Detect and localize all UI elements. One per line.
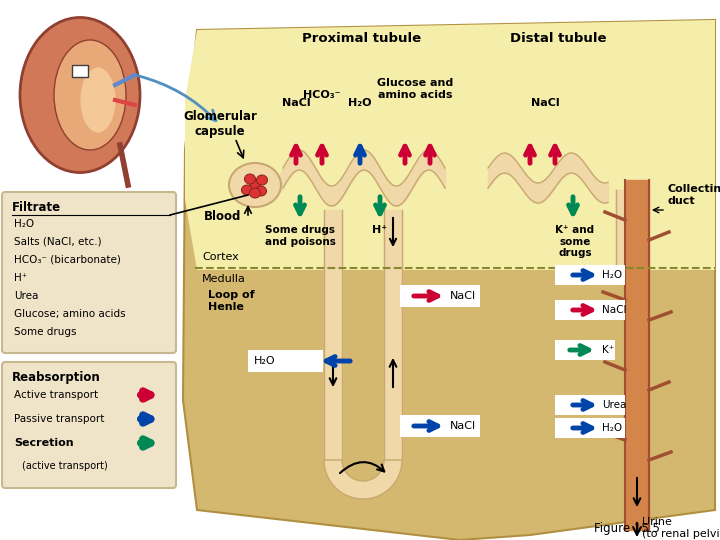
Text: NaCl: NaCl xyxy=(602,305,626,315)
Text: Glomerular
capsule: Glomerular capsule xyxy=(183,110,257,138)
Text: Salts (NaCl, etc.): Salts (NaCl, etc.) xyxy=(14,237,102,247)
Bar xyxy=(72,65,88,77)
Bar xyxy=(555,265,625,285)
Text: Urine
(to renal pelvis): Urine (to renal pelvis) xyxy=(642,517,720,539)
Polygon shape xyxy=(324,460,402,499)
Bar xyxy=(555,300,625,320)
Text: H₂O: H₂O xyxy=(254,356,276,366)
Ellipse shape xyxy=(256,175,268,185)
Text: H₂O: H₂O xyxy=(602,270,622,280)
Text: H₂O: H₂O xyxy=(14,219,34,229)
Text: HCO₃⁻ (bicarbonate): HCO₃⁻ (bicarbonate) xyxy=(14,255,121,265)
FancyBboxPatch shape xyxy=(2,362,176,488)
Ellipse shape xyxy=(250,188,261,198)
Text: Figure 15.5: Figure 15.5 xyxy=(594,522,660,535)
Text: H₂O: H₂O xyxy=(348,98,372,108)
Ellipse shape xyxy=(54,40,126,150)
Bar xyxy=(555,418,625,438)
Text: Loop of
Henle: Loop of Henle xyxy=(208,290,255,312)
Text: Some drugs
and poisons: Some drugs and poisons xyxy=(264,225,336,247)
Text: Glucose and
amino acids: Glucose and amino acids xyxy=(377,78,453,100)
Ellipse shape xyxy=(81,68,115,132)
Text: Cortex: Cortex xyxy=(202,252,239,262)
Ellipse shape xyxy=(20,17,140,172)
Text: H⁺: H⁺ xyxy=(14,273,27,283)
Bar xyxy=(555,395,625,415)
Text: Glucose; amino acids: Glucose; amino acids xyxy=(14,309,125,319)
Text: K⁺ and
some
drugs: K⁺ and some drugs xyxy=(555,225,595,258)
Text: H₂O: H₂O xyxy=(602,423,622,433)
Ellipse shape xyxy=(245,174,256,184)
Text: Medulla: Medulla xyxy=(202,274,246,284)
Text: Secretion: Secretion xyxy=(14,438,73,448)
Text: NaCl: NaCl xyxy=(282,98,310,108)
Text: Passive transport: Passive transport xyxy=(14,414,104,424)
Text: NaCl: NaCl xyxy=(450,421,476,431)
Text: Blood: Blood xyxy=(204,210,242,223)
Text: Active transport: Active transport xyxy=(14,390,98,400)
Text: Urea: Urea xyxy=(602,400,626,410)
Ellipse shape xyxy=(229,163,281,207)
FancyBboxPatch shape xyxy=(2,192,176,353)
Bar xyxy=(248,350,323,372)
Ellipse shape xyxy=(250,180,261,190)
Text: (active transport): (active transport) xyxy=(22,461,108,471)
Bar xyxy=(400,415,480,437)
Bar xyxy=(555,340,615,360)
Ellipse shape xyxy=(256,186,266,196)
Polygon shape xyxy=(183,20,715,540)
Text: NaCl: NaCl xyxy=(531,98,559,108)
Polygon shape xyxy=(185,20,715,270)
Text: K⁺: K⁺ xyxy=(602,345,614,355)
Text: Proximal tubule: Proximal tubule xyxy=(302,32,422,45)
Text: NaCl: NaCl xyxy=(450,291,476,301)
Text: HCO₃⁻: HCO₃⁻ xyxy=(303,90,341,100)
Text: Reabsorption: Reabsorption xyxy=(12,371,101,384)
Text: Filtrate: Filtrate xyxy=(12,201,61,214)
Text: H⁺: H⁺ xyxy=(372,225,387,235)
Ellipse shape xyxy=(241,185,253,195)
Bar xyxy=(400,285,480,307)
Text: Collecting
duct: Collecting duct xyxy=(668,184,720,206)
Text: Some drugs: Some drugs xyxy=(14,327,76,337)
Text: Distal tubule: Distal tubule xyxy=(510,32,606,45)
Text: Urea: Urea xyxy=(14,291,38,301)
